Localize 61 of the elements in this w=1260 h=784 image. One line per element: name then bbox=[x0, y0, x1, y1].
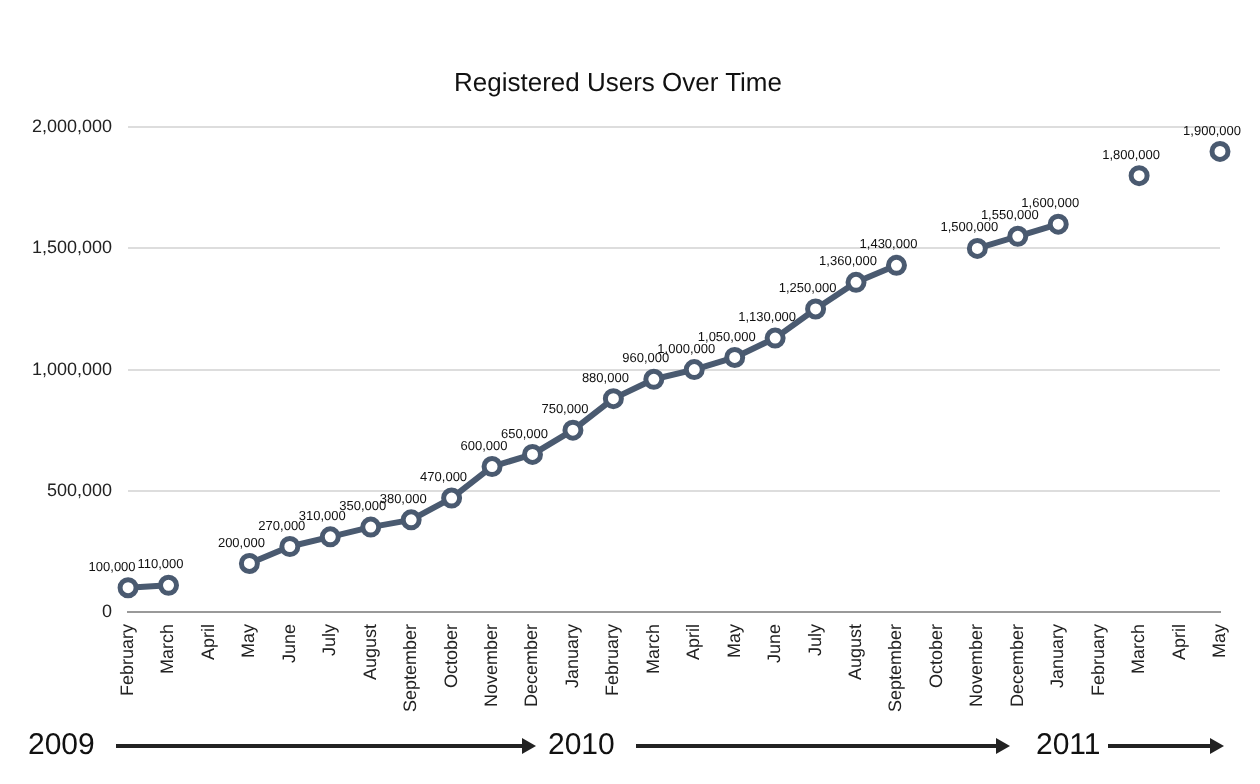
point bbox=[1128, 165, 1150, 187]
y-tick-label: 1,500,000 bbox=[31, 237, 113, 258]
x-tick-label: December bbox=[521, 623, 542, 707]
point bbox=[885, 254, 907, 276]
x-tick-label: April bbox=[1168, 623, 1189, 660]
x-tick-label: October bbox=[440, 623, 461, 688]
x-tick-label: January bbox=[1047, 622, 1068, 689]
x-tick-label: June bbox=[278, 623, 299, 664]
point bbox=[117, 577, 139, 599]
text: 2010 bbox=[548, 726, 615, 766]
x-tick-label: August bbox=[359, 622, 380, 681]
x-tick-label: July bbox=[804, 622, 825, 656]
x-tick-label: June bbox=[764, 623, 785, 664]
x-tick-label: March bbox=[1128, 623, 1149, 674]
x-tick-label: April bbox=[683, 623, 704, 660]
chart-title: Registered Users Over Time bbox=[454, 66, 782, 97]
point bbox=[683, 359, 705, 381]
point bbox=[158, 574, 180, 596]
point bbox=[643, 368, 665, 390]
point bbox=[360, 516, 382, 538]
x-tick-label: September bbox=[400, 623, 421, 713]
x-tick-label: December bbox=[1006, 623, 1027, 707]
x-tick-label: August bbox=[844, 622, 865, 681]
x-tick-label: March bbox=[642, 623, 663, 674]
y-tick-label: 2,000,000 bbox=[31, 116, 113, 137]
point bbox=[845, 271, 867, 293]
point bbox=[441, 487, 463, 509]
x-tick-label: July bbox=[319, 622, 340, 656]
x-tick-label: October bbox=[925, 623, 946, 688]
x-tick-label: February bbox=[117, 622, 138, 696]
point bbox=[724, 346, 746, 368]
point bbox=[602, 388, 624, 410]
point bbox=[481, 456, 503, 478]
x-tick-label: September bbox=[885, 623, 906, 713]
point bbox=[966, 237, 988, 259]
point bbox=[1209, 140, 1231, 162]
text: 2009 bbox=[28, 726, 95, 766]
x-tick-label: May bbox=[238, 622, 259, 658]
x-tick-label: November bbox=[966, 623, 987, 707]
text: 2011 bbox=[1036, 726, 1101, 766]
point bbox=[319, 526, 341, 548]
point bbox=[1047, 213, 1069, 235]
point bbox=[562, 419, 584, 441]
x-tick-label: March bbox=[157, 623, 178, 674]
point bbox=[805, 298, 827, 320]
x-tick-label: February bbox=[602, 622, 623, 696]
point bbox=[764, 327, 786, 349]
point bbox=[1007, 225, 1029, 247]
y-tick-label: 0 bbox=[102, 600, 113, 621]
x-tick-label: May bbox=[723, 622, 744, 658]
y-tick-label: 1,000,000 bbox=[31, 358, 113, 379]
x-tick-label: November bbox=[481, 623, 502, 707]
point bbox=[238, 552, 260, 574]
point bbox=[400, 509, 422, 531]
y-tick-label: 500,000 bbox=[46, 479, 113, 500]
point bbox=[521, 443, 543, 465]
x-tick-label: January bbox=[561, 622, 582, 689]
x-tick-label: February bbox=[1087, 622, 1108, 696]
x-tick-label: April bbox=[197, 623, 218, 660]
point bbox=[279, 536, 301, 558]
x-tick-label: May bbox=[1208, 622, 1229, 658]
